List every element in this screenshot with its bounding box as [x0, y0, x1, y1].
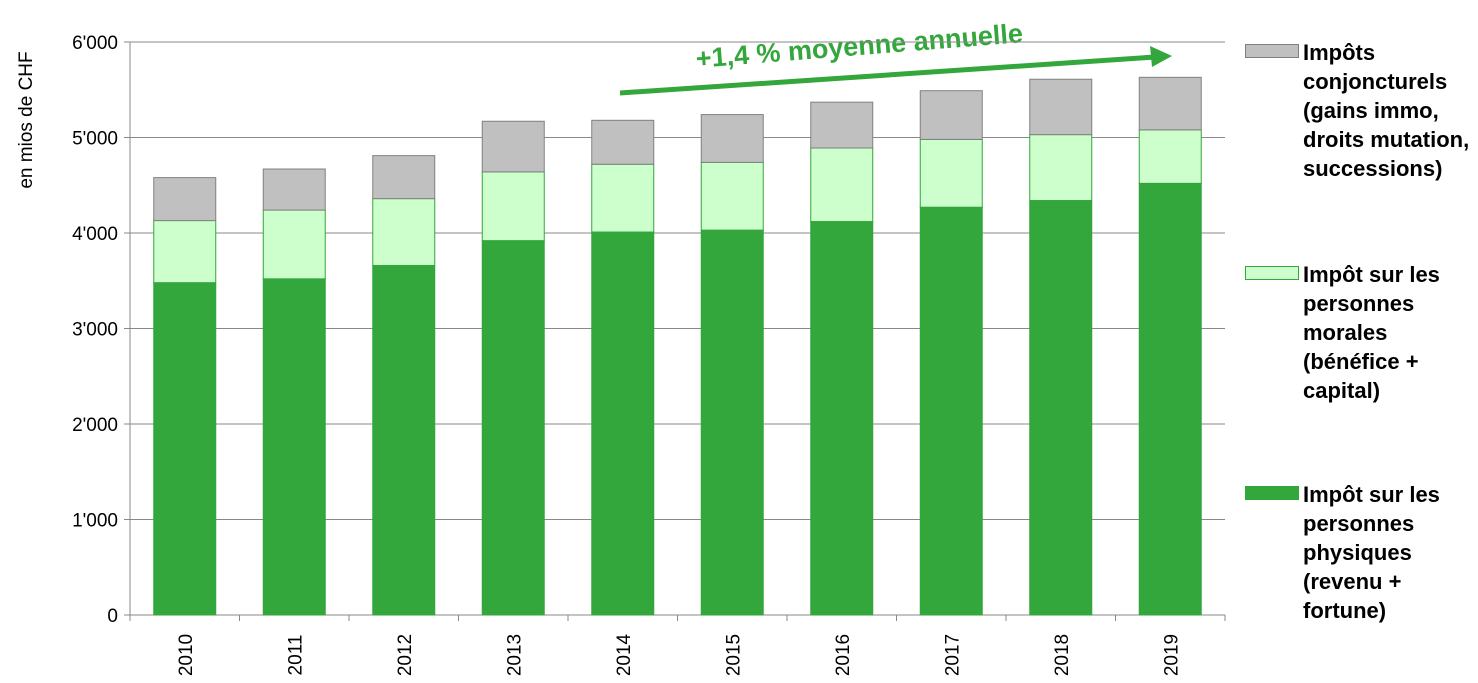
bar-segment	[1138, 182, 1202, 616]
bar-segment	[481, 120, 545, 173]
y-tick-label: 5'000	[72, 129, 118, 150]
trend-arrow	[619, 54, 1156, 96]
bar-segment	[262, 209, 326, 280]
bar-segment	[1138, 129, 1202, 184]
legend-swatch	[1245, 266, 1299, 280]
x-tick-label: 2016	[833, 634, 854, 676]
bar-segment	[1029, 134, 1093, 202]
y-tick-label: 3'000	[72, 320, 118, 341]
x-tick-label: 2018	[1052, 634, 1073, 676]
bar-segment	[591, 119, 655, 165]
legend-swatch	[1245, 44, 1299, 58]
legend-swatch	[1245, 486, 1299, 500]
legend-label: Impôts conjoncturels (gains immo, droits…	[1303, 40, 1470, 181]
bar-segment	[700, 114, 764, 163]
arrow-head	[1150, 46, 1172, 67]
bar-segment	[372, 264, 436, 616]
x-tick-label: 2013	[504, 634, 525, 676]
bar-segment	[1029, 200, 1093, 616]
x-tick-label: 2017	[942, 634, 963, 676]
y-tick-label: 1'000	[72, 511, 118, 532]
bar-segment	[153, 220, 217, 284]
bar-segment	[262, 168, 326, 211]
bar-segment	[481, 240, 545, 616]
bar-segment	[700, 161, 764, 231]
bar-segment	[153, 177, 217, 222]
annotation: +1,4 % moyenne annuelle	[695, 18, 1024, 74]
legend-item: Impôt sur les personnes physiques (reven…	[1245, 480, 1475, 625]
bar-segment	[919, 90, 983, 140]
y-tick-label: 6'000	[72, 33, 118, 54]
x-tick-label: 2011	[285, 635, 306, 676]
bar-segment	[810, 147, 874, 223]
x-tick-label: 2019	[1161, 634, 1182, 676]
bar-segment	[1138, 76, 1202, 131]
x-tick-label: 2015	[723, 634, 744, 676]
bar-segment	[372, 155, 436, 200]
legend-label: Impôt sur les personnes morales (bénéfic…	[1303, 262, 1440, 403]
y-tick-label: 0	[107, 606, 118, 627]
bar-segment	[810, 221, 874, 616]
bar-segment	[810, 101, 874, 149]
x-tick-label: 2010	[176, 634, 197, 676]
bar-segment	[262, 278, 326, 616]
legend-item: Impôts conjoncturels (gains immo, droits…	[1245, 38, 1475, 183]
bar-segment	[919, 206, 983, 616]
y-tick-label: 4'000	[72, 224, 118, 245]
bar-segment	[591, 231, 655, 616]
bar-segment	[591, 163, 655, 233]
bar-segment	[481, 171, 545, 242]
x-tick-label: 2012	[395, 634, 416, 676]
legend-label: Impôt sur les personnes physiques (reven…	[1303, 482, 1440, 623]
y-axis-label: en mios de CHF	[16, 51, 37, 188]
x-tick-label: 2014	[614, 633, 635, 676]
y-tick-label: 2'000	[72, 415, 118, 436]
bar-segment	[153, 282, 217, 616]
bar-segment	[700, 229, 764, 616]
bar-segment	[372, 198, 436, 266]
legend-item: Impôt sur les personnes morales (bénéfic…	[1245, 260, 1475, 405]
bar-segment	[919, 138, 983, 208]
bar-segment	[1029, 78, 1093, 136]
